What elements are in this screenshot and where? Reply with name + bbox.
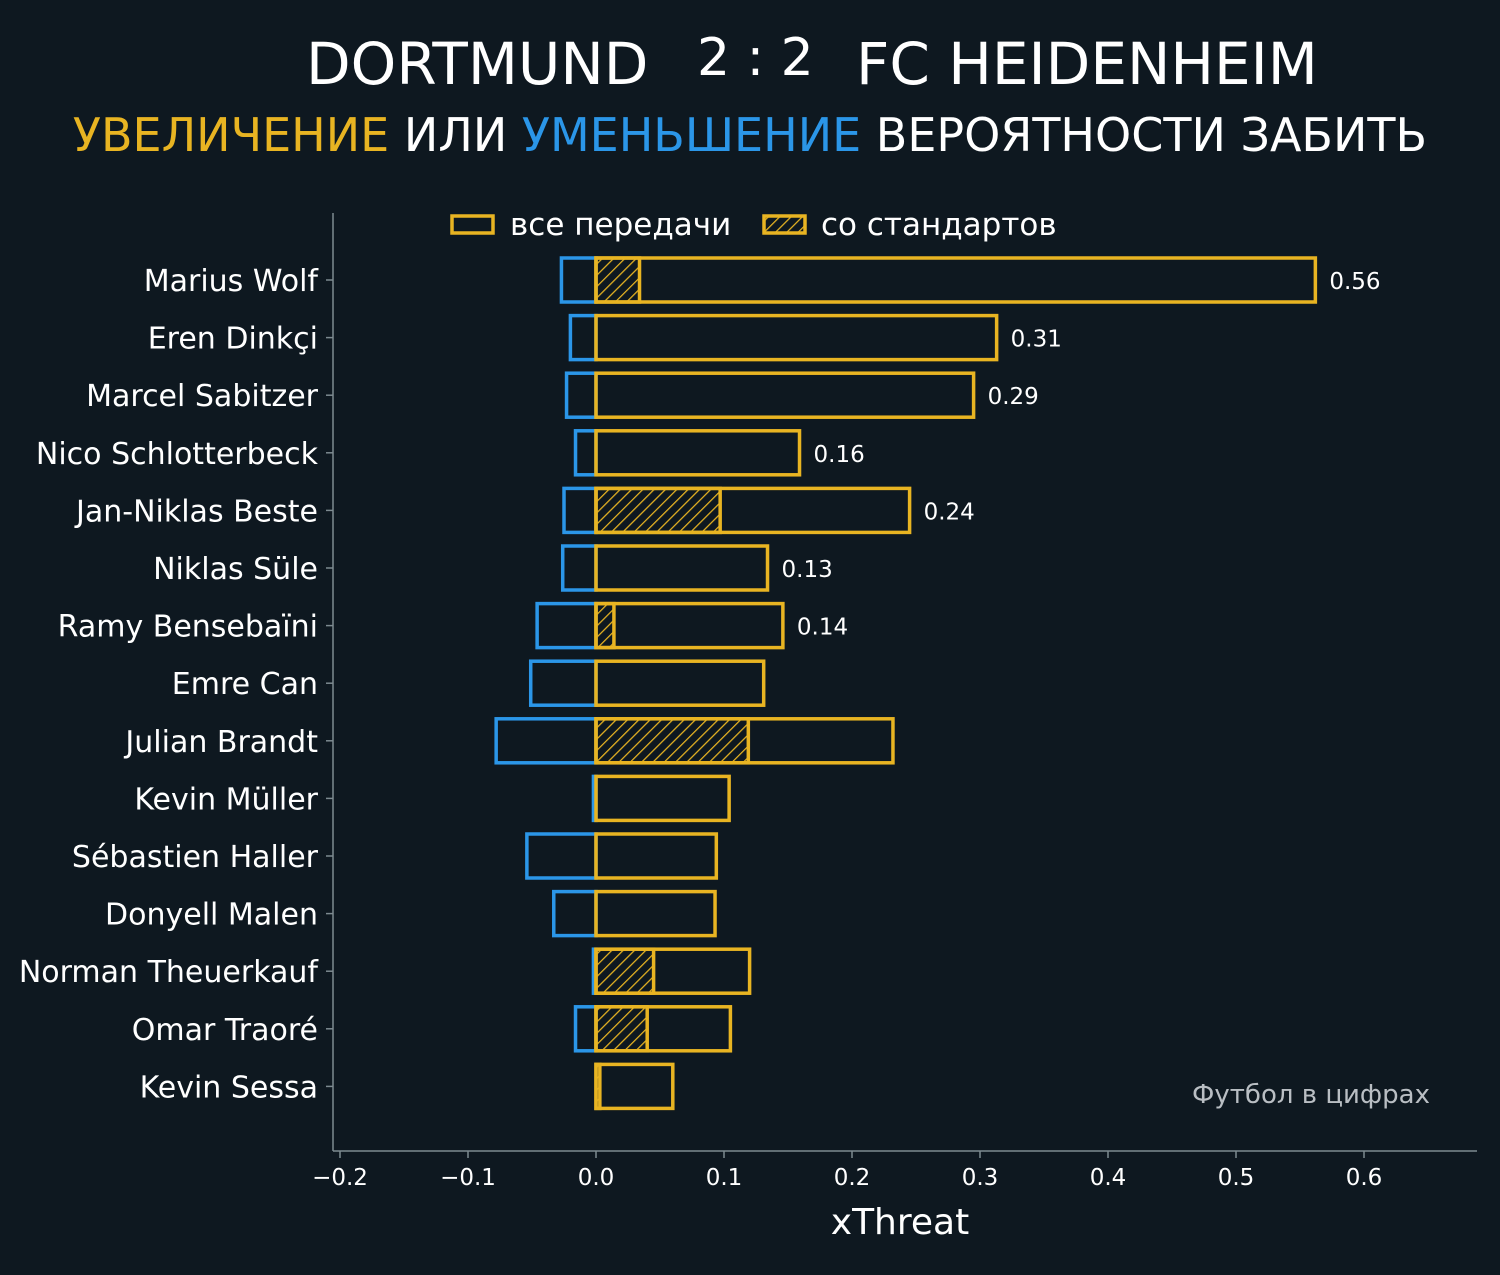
positive-bar <box>594 313 999 362</box>
player-label: Jan-Niklas Beste <box>74 494 318 529</box>
negative-bar <box>562 486 598 535</box>
x-tick-label: −0.1 <box>440 1165 496 1191</box>
negative-bar <box>494 717 598 765</box>
away-team-name: FC HEIDENHEIM <box>856 30 1318 98</box>
legend-label-set-pieces: со стандартов <box>821 207 1057 243</box>
match-score: 2 : 2 <box>697 28 814 88</box>
bar-value-label: 0.56 <box>1329 269 1380 295</box>
player-label: Eren Dinkçi <box>148 322 318 357</box>
positive-bar <box>594 486 912 535</box>
negative-bar <box>535 601 598 650</box>
positive-bar <box>594 256 1318 304</box>
set-piece-bar <box>594 947 656 995</box>
x-tick-label: 0.6 <box>1346 1165 1383 1191</box>
player-label: Kevin Sessa <box>140 1070 318 1105</box>
positive-bar <box>594 1062 675 1111</box>
set-piece-bar <box>594 717 751 765</box>
bar-value-label: 0.31 <box>1011 327 1062 353</box>
x-tick-label: 0.0 <box>578 1165 615 1191</box>
set-piece-bar <box>594 256 642 304</box>
x-tick-label: 0.2 <box>834 1165 871 1191</box>
negative-bar <box>559 256 598 304</box>
negative-bar <box>573 429 598 477</box>
subtitle-rest: ВЕРОЯТНОСТИ ЗАБИТЬ <box>875 108 1428 162</box>
set-piece-bar <box>594 1005 649 1053</box>
positive-bar <box>594 544 770 592</box>
positive-bar <box>594 717 895 765</box>
player-label: Marcel Sabitzer <box>86 379 319 414</box>
x-tick-label: 0.3 <box>962 1165 999 1191</box>
watermark: Футбол в цифрах <box>1192 1080 1430 1110</box>
x-axis-label: xThreat <box>830 1202 970 1243</box>
player-label: Julian Brandt <box>123 725 318 760</box>
positive-bar <box>594 774 731 823</box>
set-piece-bar <box>594 486 722 535</box>
x-tick-label: 0.1 <box>706 1165 743 1191</box>
negative-bar <box>560 544 598 592</box>
subtitle-decrease: УМЕНЬШЕНИЕ <box>521 108 862 162</box>
positive-bar <box>594 1005 733 1053</box>
bar-value-label: 0.29 <box>988 384 1039 410</box>
bar-value-label: 0.16 <box>814 442 865 468</box>
chart-subtitle: УВЕЛИЧЕНИЕ ИЛИ УМЕНЬШЕНИЕ ВЕРОЯТНОСТИ ЗА… <box>0 108 1500 162</box>
player-label: Marius Wolf <box>144 264 320 299</box>
player-label: Omar Traoré <box>132 1013 318 1048</box>
positive-bar <box>594 889 717 938</box>
x-tick-label: −0.2 <box>312 1165 368 1191</box>
legend-swatch-all-passes <box>450 214 495 235</box>
positive-bar <box>594 371 976 419</box>
positive-bar <box>594 601 785 650</box>
positive-bar <box>594 659 766 707</box>
player-label: Donyell Malen <box>105 898 318 933</box>
x-tick-label: 0.5 <box>1218 1165 1255 1191</box>
set-piece-bar <box>594 601 616 650</box>
negative-bar <box>564 371 598 419</box>
positive-bar <box>594 429 802 477</box>
player-label: Kevin Müller <box>134 782 318 817</box>
bar-value-label: 0.14 <box>797 615 848 641</box>
legend-label-all-passes: все передачи <box>510 207 731 243</box>
negative-bar <box>573 1005 598 1053</box>
player-label: Niklas Süle <box>153 552 318 587</box>
home-team-name: DORTMUND <box>306 30 649 98</box>
player-label: Sébastien Haller <box>72 840 319 875</box>
x-tick-label: 0.4 <box>1090 1165 1127 1191</box>
player-label: Emre Can <box>172 667 318 702</box>
subtitle-increase: УВЕЛИЧЕНИЕ <box>72 108 390 162</box>
player-label: Norman Theuerkauf <box>19 955 320 990</box>
player-label: Nico Schlotterbeck <box>36 437 319 472</box>
positive-bar <box>594 832 719 880</box>
negative-bar <box>525 832 598 880</box>
negative-bar <box>568 313 598 362</box>
subtitle-or: ИЛИ <box>403 108 508 162</box>
positive-bar <box>594 947 752 995</box>
legend-swatch-set-pieces <box>762 214 807 235</box>
bar-value-label: 0.24 <box>924 499 975 525</box>
player-label: Ramy Bensebaïni <box>58 610 318 645</box>
negative-bar <box>528 659 598 707</box>
bar-value-label: 0.13 <box>782 557 833 583</box>
negative-bar <box>552 889 598 938</box>
